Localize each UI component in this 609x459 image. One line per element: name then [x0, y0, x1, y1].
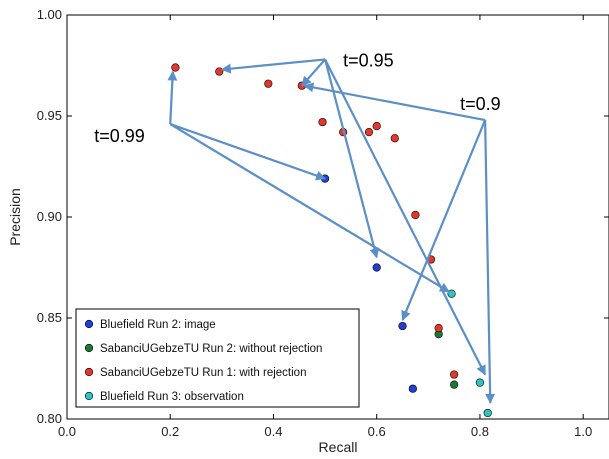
data-point — [372, 121, 381, 131]
y-tick-label: 1.00 — [37, 7, 62, 22]
annotation-arrow — [301, 58, 326, 87]
x-tick-label: 0.4 — [264, 424, 282, 439]
data-point — [318, 117, 327, 127]
y-tick-label: 0.90 — [37, 209, 62, 224]
legend-label: Bluefield Run 3: observation — [100, 391, 244, 403]
data-point — [408, 384, 417, 393]
arrows-layer — [167, 58, 496, 404]
annotation-label: t=0.95 — [343, 50, 394, 70]
legend-box — [75, 308, 360, 408]
y-tick-label: 0.95 — [37, 108, 62, 123]
legend-marker — [84, 367, 94, 377]
legend-marker — [84, 319, 94, 329]
legend: Bluefield Run 2: image SabanciUGebzeTU Ru… — [75, 308, 360, 408]
annotation-arrow — [220, 58, 326, 74]
data-point — [372, 263, 381, 272]
x-tick-label: 0.0 — [58, 424, 76, 439]
annotation-arrow — [303, 82, 486, 122]
x-tick-label: 0.8 — [471, 424, 489, 439]
legend-label: SabanciUGebzeTU Run 1: with rejection — [100, 367, 306, 379]
x-tick-label: 1.0 — [574, 424, 592, 439]
annotation-arrow — [167, 70, 178, 125]
x-tick-label: 0.6 — [368, 424, 386, 439]
y-tick-label: 0.80 — [37, 411, 62, 426]
annotation-arrow — [401, 119, 487, 321]
y-tick-label: 0.85 — [37, 310, 62, 325]
annotation-arrow — [169, 123, 327, 181]
data-point — [450, 380, 459, 389]
data-point — [171, 63, 180, 72]
legend-marker — [84, 391, 94, 401]
annotations-layer: t=0.95 t=0.99 t=0.9 — [94, 50, 500, 146]
data-point — [483, 408, 492, 418]
x-tick-label: 0.2 — [161, 424, 179, 439]
x-axis-label: Recall — [319, 439, 358, 455]
y-axis-label: Precision — [7, 188, 23, 246]
data-point — [264, 79, 273, 88]
legend-label: Bluefield Run 2: image — [100, 319, 216, 331]
annotation-arrow — [324, 59, 380, 259]
annotation-arrow — [169, 123, 450, 293]
annotation-arrow — [324, 58, 487, 376]
legend-marker — [84, 343, 94, 353]
ticks-layer: 0.0 0.2 0.4 0.6 0.8 1.0 0.80 0.85 0.90 0.95 1.00 — [37, 7, 609, 439]
data-point — [364, 128, 374, 137]
data-point — [434, 324, 443, 333]
data-point — [398, 321, 407, 331]
data-point — [450, 370, 459, 379]
annotation-label: t=0.99 — [94, 126, 145, 146]
legend-label: SabanciUGebzeTU Run 2: without rejection — [100, 343, 322, 355]
annotation-label: t=0.9 — [460, 94, 501, 114]
data-point — [390, 134, 399, 143]
annotation-arrow — [484, 120, 496, 404]
data-point — [411, 210, 420, 220]
data-point — [475, 378, 485, 387]
